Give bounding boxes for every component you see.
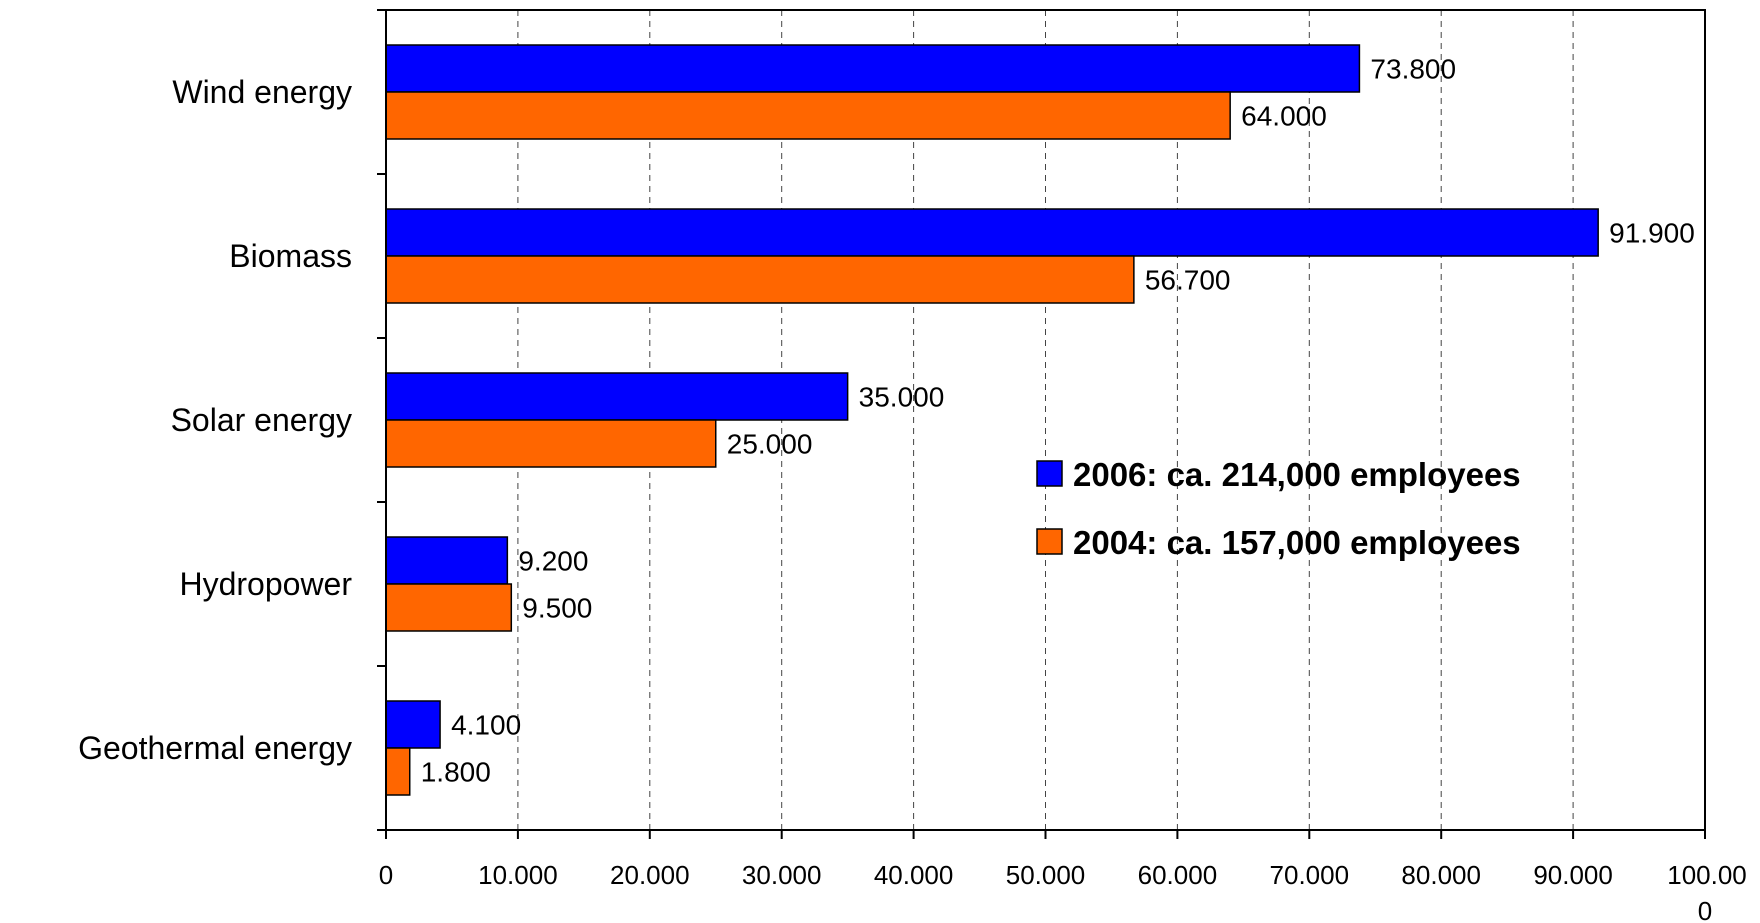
bar-series-2 — [385, 419, 717, 468]
category-label: Wind energy — [172, 74, 352, 110]
x-tick-label: 10.000 — [478, 860, 558, 890]
bar-series-1 — [385, 372, 849, 421]
x-tick-labels: 0 10.000 20.000 30.000 40.000 50.000 60.000 70.… — [379, 860, 1747, 923]
value-label: 56.700 — [1145, 265, 1231, 296]
x-tick-label-wrap: 0 — [1698, 896, 1712, 923]
value-label: 91.900 — [1609, 218, 1695, 249]
bar-series-2 — [385, 583, 513, 632]
legend-swatch — [1036, 460, 1063, 487]
legend-swatch — [1036, 528, 1063, 555]
value-labels: 73.800 64.000 91.900 56.700 35.000 25.000 9.20… — [421, 54, 1695, 788]
bar-series-1 — [385, 536, 509, 585]
x-tick-label: 100.00 — [1667, 860, 1747, 890]
axes — [377, 9, 1706, 839]
legend: 2006: ca. 214,000 employees 2004: ca. 157… — [1036, 456, 1521, 561]
legend-label: 2006: ca. 214,000 employees — [1073, 456, 1521, 493]
value-label: 73.800 — [1370, 54, 1456, 85]
value-label: 64.000 — [1241, 101, 1327, 132]
value-label: 25.000 — [727, 429, 813, 460]
value-label: 35.000 — [859, 382, 945, 413]
x-tick-label: 0 — [379, 860, 393, 890]
category-label: Biomass — [229, 238, 352, 274]
category-labels: Wind energy Biomass Solar energy Hydropower… — [78, 74, 352, 766]
x-tick-label: 20.000 — [610, 860, 690, 890]
bars — [385, 44, 1599, 796]
legend-label: 2004: ca. 157,000 employees — [1073, 524, 1521, 561]
category-label: Solar energy — [171, 402, 352, 438]
x-tick-label: 70.000 — [1270, 860, 1350, 890]
x-tick-label: 80.000 — [1401, 860, 1481, 890]
bar-series-2 — [385, 91, 1231, 140]
x-tick-label: 30.000 — [742, 860, 822, 890]
x-tick-label: 60.000 — [1138, 860, 1218, 890]
x-tick-label: 90.000 — [1533, 860, 1613, 890]
value-label: 4.100 — [451, 710, 521, 741]
value-label: 9.200 — [518, 546, 588, 577]
bar-series-2 — [385, 255, 1135, 304]
x-tick-label: 50.000 — [1006, 860, 1086, 890]
value-label: 1.800 — [421, 757, 491, 788]
bar-series-1 — [385, 700, 441, 749]
value-label: 9.500 — [522, 593, 592, 624]
bar-series-1 — [385, 208, 1599, 257]
gridlines — [517, 10, 1574, 830]
category-label: Geothermal energy — [78, 730, 352, 766]
x-tick-label: 40.000 — [874, 860, 954, 890]
category-label: Hydropower — [179, 566, 352, 602]
bar-series-2 — [385, 747, 411, 796]
bar-series-1 — [385, 44, 1361, 93]
